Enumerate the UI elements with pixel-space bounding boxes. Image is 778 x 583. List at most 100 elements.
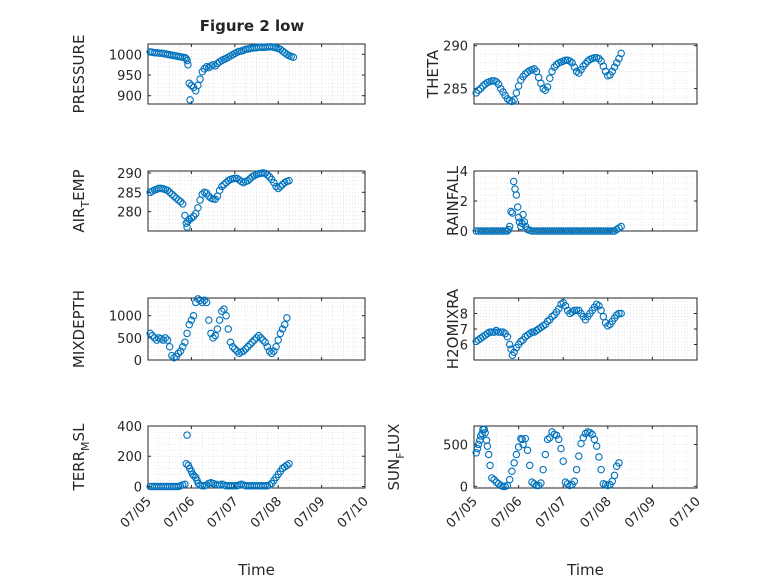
- y-tick-label: 2: [460, 195, 468, 210]
- data-point: [165, 188, 174, 197]
- data-point: [211, 331, 220, 340]
- y-axis-label-terr-msl: TERRMSL: [70, 423, 92, 492]
- data-point: [568, 308, 576, 316]
- data-point: [534, 481, 543, 490]
- data-point: [200, 65, 209, 73]
- data-point: [274, 184, 282, 193]
- data-point: [220, 180, 228, 189]
- data-point: [572, 67, 581, 76]
- data-point: [196, 75, 204, 83]
- data-point: [508, 467, 516, 475]
- data-point: [200, 296, 209, 304]
- data-point: [552, 431, 561, 439]
- data-point: [278, 325, 287, 333]
- data-point: [272, 182, 280, 191]
- data-point: [508, 209, 517, 217]
- data-point: [570, 477, 579, 486]
- data-point: [485, 328, 494, 336]
- series-theta: [472, 49, 625, 106]
- data-point: [198, 481, 207, 490]
- data-point: [557, 444, 565, 453]
- data-point: [492, 326, 501, 335]
- grid-theta: [474, 44, 697, 104]
- data-point: [488, 474, 496, 482]
- data-point: [276, 329, 285, 338]
- data-point: [186, 96, 194, 104]
- data-point: [198, 298, 207, 307]
- data-point: [575, 452, 583, 460]
- data-point: [239, 347, 248, 355]
- data-point: [209, 334, 217, 342]
- data-point: [168, 351, 176, 360]
- data-point: [181, 338, 189, 347]
- data-point: [267, 349, 276, 358]
- data-point: [174, 349, 183, 358]
- data-point: [520, 218, 529, 226]
- grid-mixdepth: [148, 298, 365, 360]
- data-point: [259, 336, 267, 344]
- data-point: [270, 347, 278, 355]
- data-point: [606, 227, 614, 235]
- data-point: [597, 465, 605, 474]
- data-point: [274, 336, 282, 344]
- y-axis-label-sun-flux: SUNFLUX: [385, 424, 407, 491]
- data-point: [241, 345, 250, 353]
- data-point: [590, 435, 599, 444]
- data-point: [185, 320, 193, 329]
- y-tick-label: 500: [117, 332, 142, 347]
- data-point: [478, 429, 486, 438]
- data-point: [548, 67, 556, 76]
- data-point: [248, 338, 256, 347]
- data-point: [213, 325, 222, 333]
- y-tick-label: 4: [460, 165, 468, 180]
- data-point: [484, 450, 493, 459]
- y-tick-label: 285: [443, 83, 468, 98]
- y-tick-label: 7: [460, 323, 468, 338]
- data-point: [215, 316, 224, 324]
- data-point: [546, 74, 554, 83]
- data-point: [486, 461, 494, 470]
- data-point: [610, 63, 619, 71]
- data-point: [494, 328, 503, 336]
- data-point: [480, 425, 489, 434]
- data-point: [499, 482, 507, 491]
- data-point: [595, 453, 603, 461]
- data-point: [521, 434, 530, 443]
- data-point: [543, 317, 552, 325]
- data-point: [488, 77, 496, 85]
- data-point: [165, 342, 174, 351]
- data-point: [250, 336, 259, 344]
- grid-air-temp: [148, 171, 365, 231]
- data-point: [187, 316, 196, 324]
- data-point: [218, 307, 226, 316]
- y-axis-label-theta: THETA: [424, 49, 442, 99]
- series-air-temp: [146, 169, 293, 231]
- data-point: [183, 329, 191, 338]
- data-point: [185, 79, 193, 88]
- data-point: [163, 336, 172, 344]
- data-point: [539, 465, 547, 474]
- subplot-mixdepth: 0 500 1000 MIXDEPTH: [70, 290, 366, 369]
- data-point: [272, 342, 280, 351]
- x-axis-label: Time: [237, 561, 275, 579]
- data-point: [231, 345, 239, 353]
- grid-h2omixra: [474, 297, 697, 360]
- series-rainfall: [472, 177, 625, 235]
- y-axis-label-pressure: PRESSURE: [70, 35, 88, 114]
- data-point: [176, 197, 185, 206]
- y-tick-label: 500: [443, 438, 468, 453]
- data-point: [148, 331, 157, 340]
- data-point: [189, 311, 198, 320]
- data-point: [592, 300, 601, 308]
- y-axis-label-h2omixra: H2OMIXRA: [444, 288, 462, 369]
- grid-pressure: [148, 44, 365, 104]
- series-pressure: [146, 43, 298, 104]
- data-point: [483, 329, 492, 338]
- data-point: [568, 59, 576, 67]
- data-point: [146, 329, 154, 338]
- data-point: [508, 97, 516, 106]
- data-point: [178, 200, 187, 208]
- data-point: [510, 459, 518, 467]
- data-point: [518, 435, 526, 444]
